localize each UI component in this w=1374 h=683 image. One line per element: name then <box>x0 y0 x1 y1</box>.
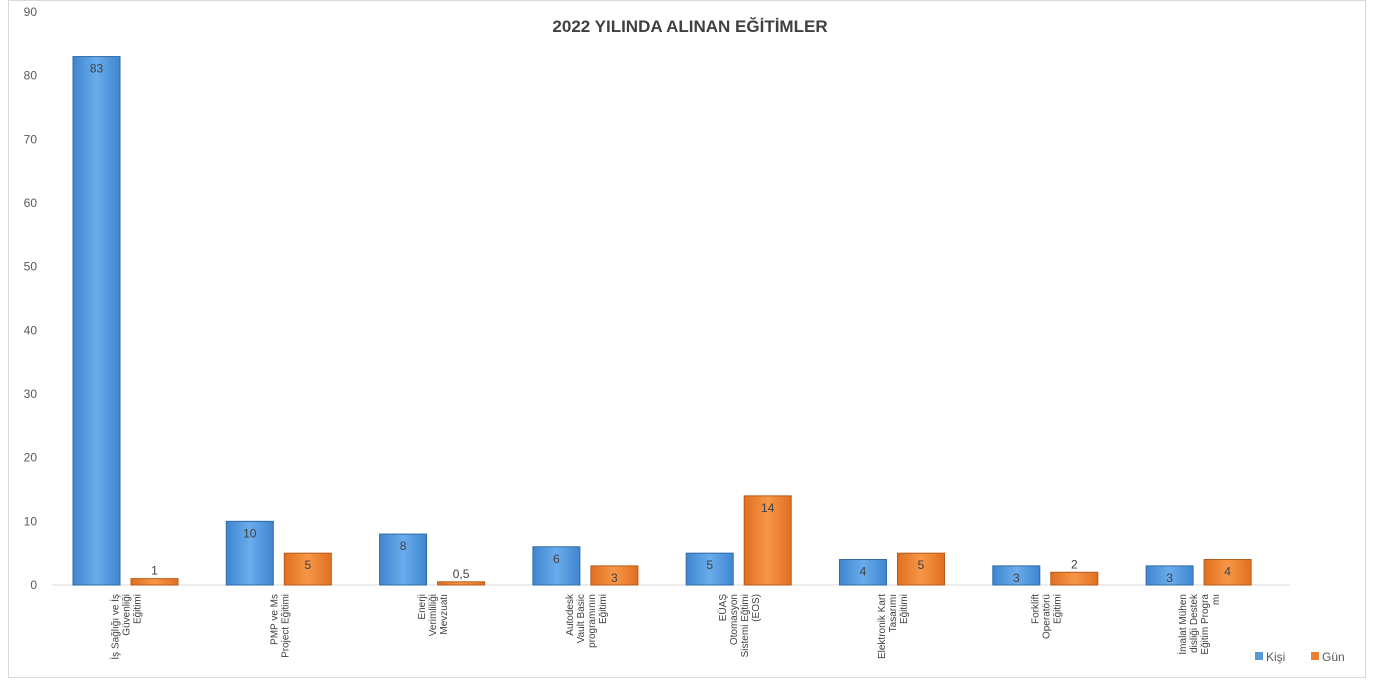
x-category-label: PMP ve Ms <box>269 594 280 645</box>
data-label-kisi: 83 <box>90 62 104 76</box>
data-label-gun: 4 <box>1224 565 1231 579</box>
bar-kisi <box>532 546 581 586</box>
data-label-kisi: 4 <box>860 565 867 579</box>
legend-swatch-gun <box>1311 652 1319 660</box>
y-axis-tick-labels: 0 10 20 30 40 50 60 70 80 90 <box>24 5 38 592</box>
category-labels: İş Sağlığı ve İş Güvenliği Eğitimi PMP ve M… <box>109 593 1223 660</box>
bar-kisi <box>72 56 121 586</box>
bar-kisi <box>685 552 734 586</box>
bar-gun <box>130 578 179 586</box>
y-tick-label: 0 <box>30 578 37 592</box>
x-category-label: İmalat Mühen <box>1176 594 1189 655</box>
x-category-label: disliği Destek <box>1189 593 1200 653</box>
data-label-gun: 2 <box>1071 557 1078 571</box>
y-tick-label: 60 <box>24 196 38 210</box>
y-tick-label: 40 <box>24 323 38 337</box>
x-category-label: (EOS) <box>751 594 762 622</box>
x-category-label: Otomasyon <box>729 594 740 645</box>
data-label-gun: 3 <box>611 571 618 585</box>
bar-gun <box>743 495 792 586</box>
bar-gun <box>1050 571 1099 586</box>
x-category-label: Project Eğitimi <box>280 594 291 658</box>
bar-kisi <box>379 533 428 586</box>
legend-swatch-kisi <box>1255 652 1263 660</box>
chart-title: 2022 YILINDA ALINAN EĞİTİMLER <box>552 17 827 36</box>
bar-kisi <box>992 565 1041 586</box>
bar-gun <box>590 565 639 586</box>
x-category-label: Operatörü <box>1041 594 1052 639</box>
x-category-label: programının <box>587 594 598 648</box>
x-category-label: Eğitim Progra <box>1200 594 1211 655</box>
x-category-label: Enerji <box>417 594 428 620</box>
x-category-label: Mevzuatı <box>439 594 450 635</box>
x-category-label: Forklift <box>1030 594 1041 624</box>
data-label-kisi: 5 <box>706 558 713 572</box>
x-category-label: İş Sağlığı ve İş <box>109 594 122 660</box>
data-label-kisi: 10 <box>243 526 257 540</box>
y-tick-label: 30 <box>24 387 38 401</box>
data-label-gun: 1 <box>151 564 158 578</box>
data-label-gun: 5 <box>304 558 311 572</box>
data-label-kisi: 8 <box>400 539 407 553</box>
x-category-label: Elektronik Kart <box>877 594 888 659</box>
legend-label-gun: Gün <box>1322 650 1345 664</box>
x-category-label: Tasarımı <box>888 594 899 632</box>
x-category-label: Eğitimi <box>133 594 144 624</box>
x-category-label: Eğitimi <box>1052 594 1063 624</box>
legend-label-kisi: Kişi <box>1266 650 1285 664</box>
x-category-label: EÜAŞ <box>717 594 729 622</box>
y-tick-label: 20 <box>24 451 38 465</box>
y-tick-label: 10 <box>24 514 38 528</box>
bar-kisi <box>1145 565 1194 586</box>
data-labels: 83 1 10 5 8 0,5 6 3 5 14 4 5 3 2 3 4 <box>90 62 1231 585</box>
data-label-kisi: 6 <box>553 552 560 566</box>
y-tick-label: 80 <box>24 69 38 83</box>
y-tick-label: 90 <box>24 5 38 19</box>
bar-gun <box>283 552 332 586</box>
bar-gun <box>437 581 486 586</box>
data-label-kisi: 3 <box>1166 571 1173 585</box>
bars <box>72 56 1252 586</box>
x-category-label: Güvenliği <box>122 594 133 636</box>
data-label-gun: 0,5 <box>453 567 470 581</box>
x-category-label: Verimliliği <box>428 594 439 636</box>
bar-kisi <box>839 559 887 586</box>
x-category-label: Sistemi Eğtimi <box>740 594 751 657</box>
x-category-label: mı <box>1211 594 1222 605</box>
y-tick-label: 70 <box>24 132 38 146</box>
x-category-label: Eğitimi <box>598 594 609 624</box>
x-category-label: Eğitimi <box>899 594 910 624</box>
x-category-label: Vault Basic <box>576 594 587 643</box>
bar-kisi <box>225 520 274 586</box>
legend: Kişi Gün <box>1255 650 1345 664</box>
data-label-kisi: 3 <box>1013 571 1020 585</box>
bar-gun <box>897 552 945 586</box>
data-label-gun: 5 <box>918 558 925 572</box>
x-category-label: Autodesk <box>565 593 576 636</box>
bar-gun <box>1203 559 1252 586</box>
y-tick-label: 50 <box>24 260 38 274</box>
data-label-gun: 14 <box>761 501 775 515</box>
